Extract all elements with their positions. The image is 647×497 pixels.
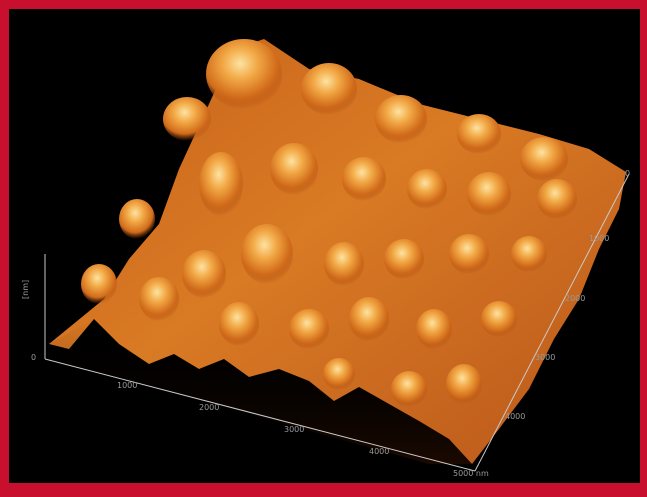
z-tick-0: 0 — [31, 353, 37, 362]
y-tick-3: 3000 — [535, 353, 556, 362]
axes — [44, 173, 630, 472]
x-tick-2: 2000 — [199, 403, 220, 412]
y-tick-0: 0 — [625, 169, 631, 178]
x-tick-3: 3000 — [284, 425, 305, 434]
y-tick-2: 2000 — [565, 294, 586, 303]
afm-surface-image: [nm] 0 1000 2000 3000 4000 5000 nm 0 100… — [9, 9, 640, 483]
surface-peaks — [81, 39, 577, 407]
x-tick-4: 4000 — [369, 447, 390, 456]
y-tick-1: 1000 — [589, 234, 610, 243]
y-axis-line — [474, 173, 630, 472]
surface-render — [44, 39, 630, 472]
y-tick-4: 4000 — [505, 412, 526, 421]
x-tick-5: 5000 nm — [453, 469, 489, 478]
z-axis-label: [nm] — [21, 279, 30, 299]
front-edge-shadow — [49, 319, 472, 464]
x-axis-line — [44, 358, 476, 472]
x-tick-1: 1000 — [117, 381, 138, 390]
